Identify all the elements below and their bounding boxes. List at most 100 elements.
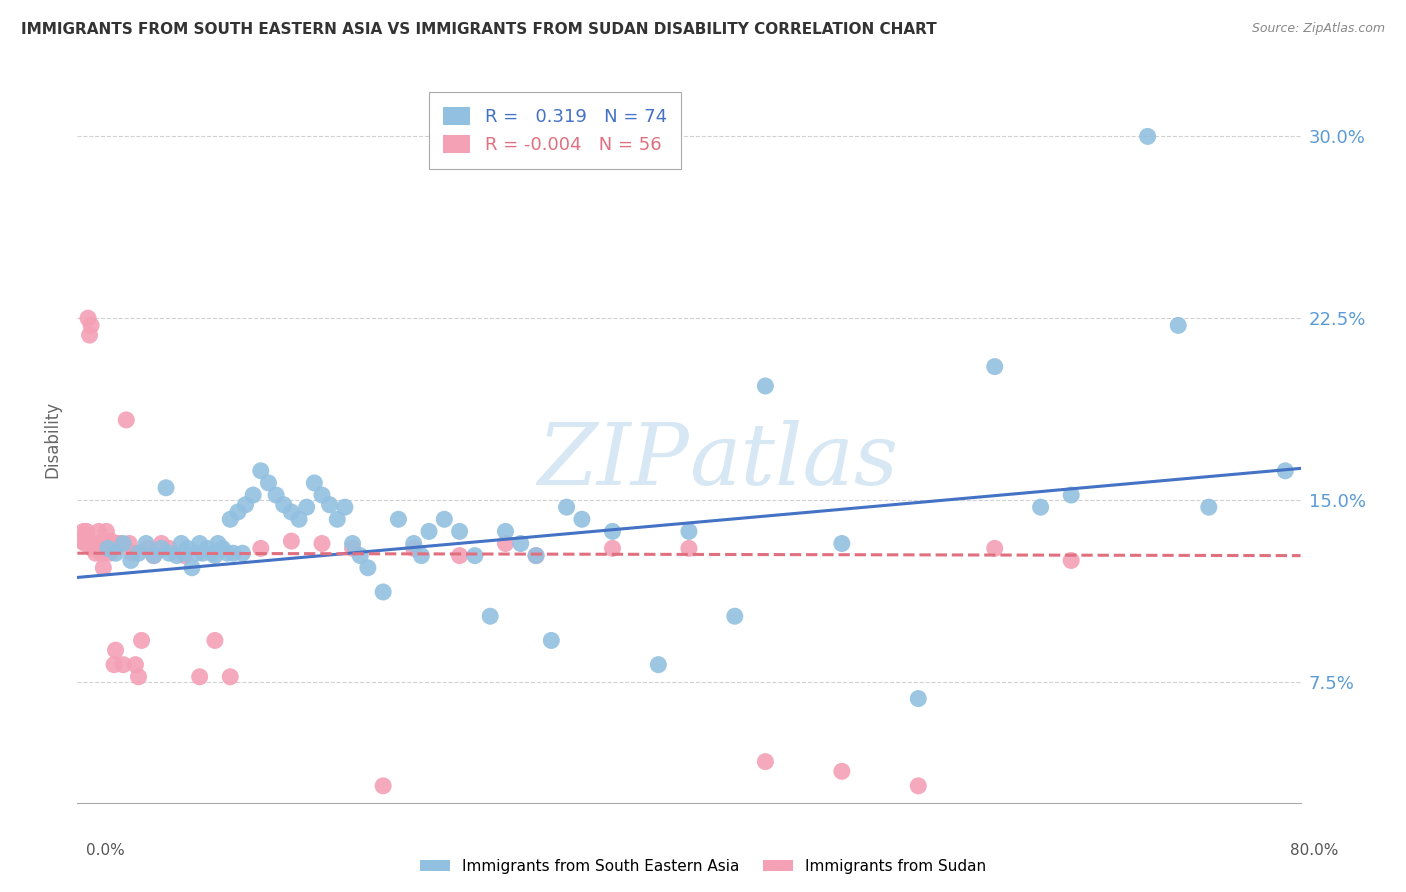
Point xyxy=(464,549,486,563)
Point xyxy=(181,560,204,574)
Point xyxy=(91,560,114,574)
Point xyxy=(98,546,121,560)
Point xyxy=(217,546,239,560)
Point xyxy=(173,549,195,563)
Point xyxy=(907,691,929,706)
Point xyxy=(831,764,853,779)
Point xyxy=(754,379,776,393)
Point xyxy=(104,643,127,657)
Point xyxy=(72,524,94,539)
Point xyxy=(402,536,425,550)
Point xyxy=(540,633,562,648)
Point xyxy=(280,505,302,519)
Y-axis label: Disability: Disability xyxy=(44,401,62,478)
Point xyxy=(191,546,214,560)
Point xyxy=(433,512,456,526)
Point xyxy=(211,541,233,556)
Point xyxy=(479,609,502,624)
Text: IMMIGRANTS FROM SOUTH EASTERN ASIA VS IMMIGRANTS FROM SUDAN DISABILITY CORRELATI: IMMIGRANTS FROM SOUTH EASTERN ASIA VS IM… xyxy=(21,22,936,37)
Point xyxy=(86,536,108,550)
Point xyxy=(1136,129,1159,144)
Point xyxy=(150,541,173,556)
Point xyxy=(96,524,118,539)
Point xyxy=(201,546,224,560)
Point xyxy=(280,534,302,549)
Point xyxy=(73,536,96,550)
Point xyxy=(150,536,173,550)
Point xyxy=(142,549,165,563)
Point xyxy=(173,546,195,560)
Point xyxy=(170,536,193,550)
Point xyxy=(984,541,1007,556)
Point xyxy=(1029,500,1052,515)
Point xyxy=(120,553,142,567)
Point xyxy=(186,546,208,560)
Point xyxy=(105,536,128,550)
Text: atlas: atlas xyxy=(689,420,898,502)
Point xyxy=(219,512,242,526)
Point xyxy=(357,560,380,574)
Point xyxy=(157,541,180,556)
Point xyxy=(235,498,257,512)
Point xyxy=(83,536,105,550)
Point xyxy=(495,524,517,539)
Point xyxy=(311,488,333,502)
Point xyxy=(131,633,153,648)
Point xyxy=(250,464,273,478)
Point xyxy=(104,546,127,560)
Point xyxy=(157,546,180,560)
Point xyxy=(219,670,242,684)
Text: 80.0%: 80.0% xyxy=(1291,843,1339,858)
Point xyxy=(371,779,394,793)
Point xyxy=(84,546,107,560)
Point xyxy=(602,541,624,556)
Point xyxy=(97,536,120,550)
Point xyxy=(754,755,776,769)
Point xyxy=(371,585,394,599)
Point xyxy=(94,536,117,550)
Point xyxy=(349,549,371,563)
Point xyxy=(222,546,245,560)
Point xyxy=(288,512,311,526)
Point xyxy=(207,536,229,550)
Point xyxy=(418,524,440,539)
Point xyxy=(231,546,253,560)
Point xyxy=(524,549,547,563)
Point xyxy=(166,549,188,563)
Point xyxy=(1274,464,1296,478)
Point xyxy=(204,633,226,648)
Point xyxy=(1167,318,1189,333)
Point xyxy=(1060,553,1083,567)
Point xyxy=(831,536,853,550)
Point xyxy=(97,541,120,556)
Point xyxy=(77,311,100,326)
Point xyxy=(524,549,547,563)
Point xyxy=(121,546,143,560)
Point xyxy=(647,657,669,672)
Point xyxy=(188,670,211,684)
Point xyxy=(176,541,198,556)
Point xyxy=(318,498,340,512)
Point xyxy=(1198,500,1220,515)
Point xyxy=(70,534,93,549)
Point xyxy=(112,657,135,672)
Point xyxy=(387,512,409,526)
Point xyxy=(188,536,211,550)
Point xyxy=(242,488,264,502)
Point xyxy=(555,500,578,515)
Point xyxy=(984,359,1007,374)
Point xyxy=(115,413,138,427)
Point xyxy=(127,546,149,560)
Point xyxy=(100,534,122,549)
Point xyxy=(495,536,517,550)
Point xyxy=(273,498,295,512)
Point xyxy=(326,512,349,526)
Point xyxy=(333,500,356,515)
Point xyxy=(82,541,104,556)
Point xyxy=(264,488,287,502)
Legend: R =   0.319   N = 74, R = -0.004   N = 56: R = 0.319 N = 74, R = -0.004 N = 56 xyxy=(429,92,682,169)
Point xyxy=(108,536,131,550)
Point xyxy=(678,541,700,556)
Legend: Immigrants from South Eastern Asia, Immigrants from Sudan: Immigrants from South Eastern Asia, Immi… xyxy=(413,853,993,880)
Point xyxy=(678,524,700,539)
